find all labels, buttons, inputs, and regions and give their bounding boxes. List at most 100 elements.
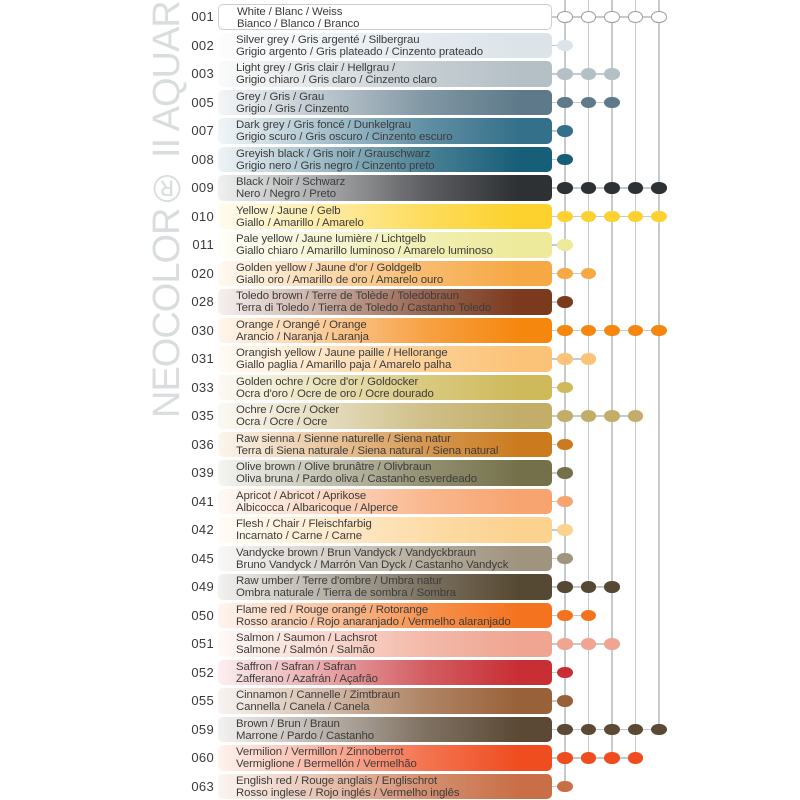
availability-dot — [557, 96, 573, 108]
color-swatch: Vandycke brown / Brun Vandyck / Vandyckb… — [218, 545, 552, 571]
color-number: 049 — [191, 579, 214, 594]
grid-line — [587, 0, 590, 758]
availability-dot — [580, 182, 597, 194]
availability-dot — [580, 353, 597, 365]
color-name-line2: Ocra d'oro / Ocre de oro / Ocre dourado — [236, 387, 434, 400]
color-name-line1: Salmon / Saumon / Lachsrot — [236, 632, 378, 645]
availability-dot — [557, 609, 573, 621]
color-name-line2: Albicocca / Albaricoque / Alperce — [236, 501, 398, 514]
color-name-line2: Oliva bruna / Pardo oliva / Castanho esv… — [236, 473, 477, 486]
availability-dot — [580, 324, 597, 336]
color-name-line1: Silver grey / Gris argenté / Silbergrau — [236, 33, 420, 46]
availability-dot — [557, 695, 573, 707]
availability-dot — [604, 324, 620, 336]
color-name-line1: Ochre / Ocre / Ocker — [236, 404, 340, 417]
color-swatch: Golden ochre / Ocre d'or / Goldocker Ocra… — [218, 374, 552, 400]
availability-dot — [557, 467, 573, 479]
color-number: 059 — [191, 721, 214, 737]
color-swatch: Vermilion / Vermillon / Zinnoberrot Vermi… — [218, 745, 552, 771]
availability-dot — [604, 68, 620, 80]
color-number: 045 — [191, 550, 214, 566]
availability-dot — [557, 210, 573, 222]
color-swatch: Flesh / Chair / Fleischfarbig Incarnato /… — [218, 517, 552, 543]
availability-dot — [580, 68, 597, 80]
color-name-line2: Grigio / Gris / Cinzento — [236, 102, 349, 115]
color-swatch: Toledo brown / Terre de Tolède / Toledob… — [218, 289, 552, 315]
availability-dot — [651, 210, 667, 222]
availability-dot — [557, 410, 573, 422]
grid-line — [564, 0, 566, 787]
color-number: 007 — [191, 123, 214, 138]
availability-dot — [580, 96, 597, 108]
color-number: 035 — [191, 408, 214, 423]
color-name-line2: Terra di Siena naturale / Siena natural … — [236, 444, 499, 457]
availability-dot — [557, 296, 573, 308]
color-swatch: Yellow / Jaune / Gelb Giallo / Amarillo /… — [218, 203, 552, 229]
availability-dot — [557, 780, 573, 792]
color-name-line2: Rosso inglese / Rojo inglés / Vermelho i… — [236, 786, 460, 799]
color-name-line1: Greyish black / Gris noir / Grauschwarz — [236, 147, 431, 160]
color-name-line2: Zafferano / Azafrán / Açafrão — [236, 672, 378, 685]
color-swatch: White / Blanc / Weiss Bianco / Blanco / B… — [218, 4, 552, 30]
color-swatch: Olive brown / Olive brunâtre / Olivbraun… — [218, 460, 552, 486]
color-swatch: Silver grey / Gris argenté / Silbergrau G… — [218, 32, 552, 58]
color-name-line1: English red / Rouge anglais / Englischro… — [236, 774, 438, 787]
color-name-line1: Pale yellow / Jaune lumière / Lichtgelb — [236, 233, 426, 246]
color-name-line2: Giallo chiaro / Amarillo luminoso / Amar… — [236, 245, 493, 258]
availability-dot — [580, 210, 597, 222]
grid-line — [611, 0, 613, 758]
color-number: 041 — [191, 493, 214, 509]
availability-dot — [580, 723, 597, 735]
color-name-line1: Yellow / Jaune / Gelb — [236, 204, 341, 217]
color-swatch: Pale yellow / Jaune lumière / Lichtgelb G… — [218, 232, 552, 258]
availability-dot — [557, 638, 573, 650]
color-name-line1: White / Blanc / Weiss — [237, 6, 343, 19]
color-number: 001 — [191, 9, 214, 24]
color-name-line2: Vermiglione / Bermellón / Vermelhão — [236, 758, 417, 771]
availability-dot — [604, 638, 620, 650]
availability-dot — [580, 581, 597, 593]
color-name-line1: Golden ochre / Ocre d'or / Goldocker — [236, 375, 419, 388]
color-swatch: Grey / Gris / Grau Grigio / Gris / Cinzen… — [218, 89, 552, 115]
availability-dot — [604, 182, 620, 194]
color-swatch: English red / Rouge anglais / Englischro… — [218, 773, 552, 799]
color-name-line2: Grigio chiaro / Gris claro / Cinzento cl… — [236, 74, 437, 87]
availability-dot — [557, 495, 573, 507]
color-name-line1: Toledo brown / Terre de Tolède / Toledob… — [236, 290, 459, 303]
color-number: 002 — [191, 37, 214, 53]
color-name-line1: Vermilion / Vermillon / Zinnoberrot — [236, 746, 404, 759]
availability-dot — [627, 410, 644, 422]
color-swatch: Ochre / Ocre / Ocker Ocra / Ocre / Ocre — [218, 403, 552, 429]
availability-dot — [580, 752, 597, 764]
color-number: 028 — [191, 294, 214, 309]
availability-dot — [651, 182, 667, 194]
color-number: 030 — [191, 322, 214, 338]
availability-dot — [557, 438, 573, 450]
availability-dot — [627, 11, 644, 23]
availability-dot — [557, 324, 573, 336]
availability-dot — [651, 11, 667, 23]
color-name-line1: Brown / Brun / Braun — [236, 717, 340, 730]
color-swatch: Apricot / Abricot / Aprikose Albicocca / … — [218, 488, 552, 514]
color-swatch: Brown / Brun / Braun Marrone / Pardo / Ca… — [218, 716, 552, 742]
color-name-line2: Giallo oro / Amarillo de oro / Amarelo o… — [236, 273, 444, 286]
availability-dot — [557, 524, 573, 536]
color-number: 020 — [191, 265, 214, 281]
availability-dot — [604, 752, 620, 764]
availability-dot — [604, 11, 620, 23]
grid-line — [658, 0, 660, 730]
color-number: 008 — [191, 151, 214, 167]
color-number: 050 — [191, 607, 214, 623]
color-name-line1: Flesh / Chair / Fleischfarbig — [236, 518, 372, 531]
color-number: 005 — [191, 94, 214, 110]
availability-dot — [580, 410, 597, 422]
color-name-line2: Bruno Vandyck / Marrón Van Dyck / Castan… — [236, 558, 509, 571]
color-name-line2: Marrone / Pardo / Castanho — [236, 729, 374, 742]
color-number: 009 — [191, 180, 214, 195]
color-number: 003 — [191, 66, 214, 81]
color-name-line2: Terra di Toledo / Tierra de Toledo / Cas… — [236, 302, 492, 315]
color-name-line1: Olive brown / Olive brunâtre / Olivbraun — [236, 461, 432, 474]
color-number: 052 — [191, 664, 214, 680]
color-name-line1: Dark grey / Gris foncé / Dunkelgrau — [236, 119, 412, 132]
